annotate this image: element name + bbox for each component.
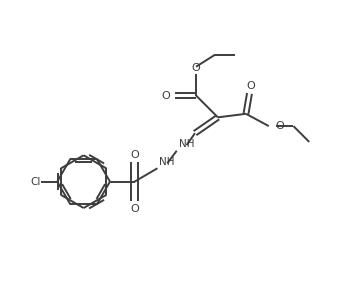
Text: O: O — [275, 121, 284, 131]
Text: Cl: Cl — [30, 177, 41, 187]
Text: O: O — [192, 63, 200, 73]
Text: O: O — [130, 204, 139, 214]
Text: O: O — [161, 91, 170, 100]
Text: O: O — [130, 150, 139, 160]
Text: O: O — [247, 81, 256, 91]
Text: NH: NH — [178, 139, 194, 149]
Text: NH: NH — [159, 156, 175, 166]
